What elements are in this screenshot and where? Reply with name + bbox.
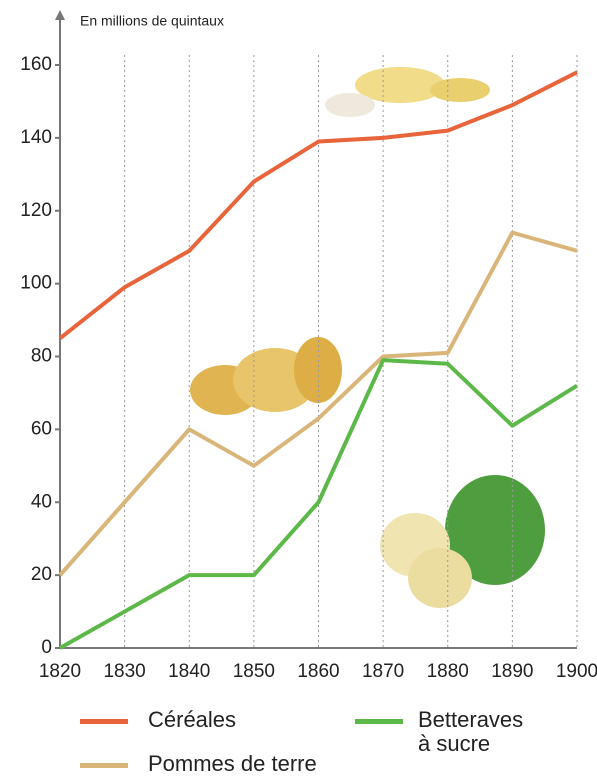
y-tick-label: 20	[31, 564, 52, 585]
x-tick-label: 1900	[556, 661, 597, 680]
y-tick-label: 80	[31, 346, 52, 367]
x-tick-label: 1860	[297, 661, 339, 680]
y-tick-label: 0	[41, 637, 52, 658]
illustration-potatoes	[190, 337, 342, 415]
y-tick-label: 100	[20, 273, 52, 294]
y-tick-label: 60	[31, 418, 52, 439]
x-tick-label: 1870	[362, 661, 404, 680]
y-tick-label: 160	[20, 54, 52, 75]
x-tick-label: 1890	[491, 661, 533, 680]
illustration-grains	[325, 67, 490, 117]
legend-swatch	[355, 719, 403, 724]
chart: En millions de quintaux 0 20 40 60 80 100 120 1…	[0, 0, 597, 680]
x-tick-label: 1840	[168, 661, 210, 680]
legend-label: Betteraves à sucre	[418, 708, 538, 756]
legend-label: Céréales	[148, 708, 236, 732]
illustration-beets	[380, 475, 545, 608]
x-tick-label: 1850	[233, 661, 275, 680]
x-tick-label: 1830	[103, 661, 145, 680]
legend-label: Pommes de terre	[148, 752, 317, 776]
y-tick-label: 40	[31, 491, 52, 512]
y-tick-label: 140	[20, 127, 52, 148]
y-axis-arrow	[55, 10, 65, 20]
page: {"chart_data": {"type": "line", "y_label…	[0, 0, 597, 777]
y-tick-label: 120	[20, 200, 52, 221]
x-tick-label: 1880	[427, 661, 469, 680]
legend-swatch	[80, 763, 128, 768]
x-tick-label: 1820	[39, 661, 81, 680]
y-axis-label: En millions de quintaux	[80, 13, 224, 29]
legend-swatch	[80, 719, 128, 724]
